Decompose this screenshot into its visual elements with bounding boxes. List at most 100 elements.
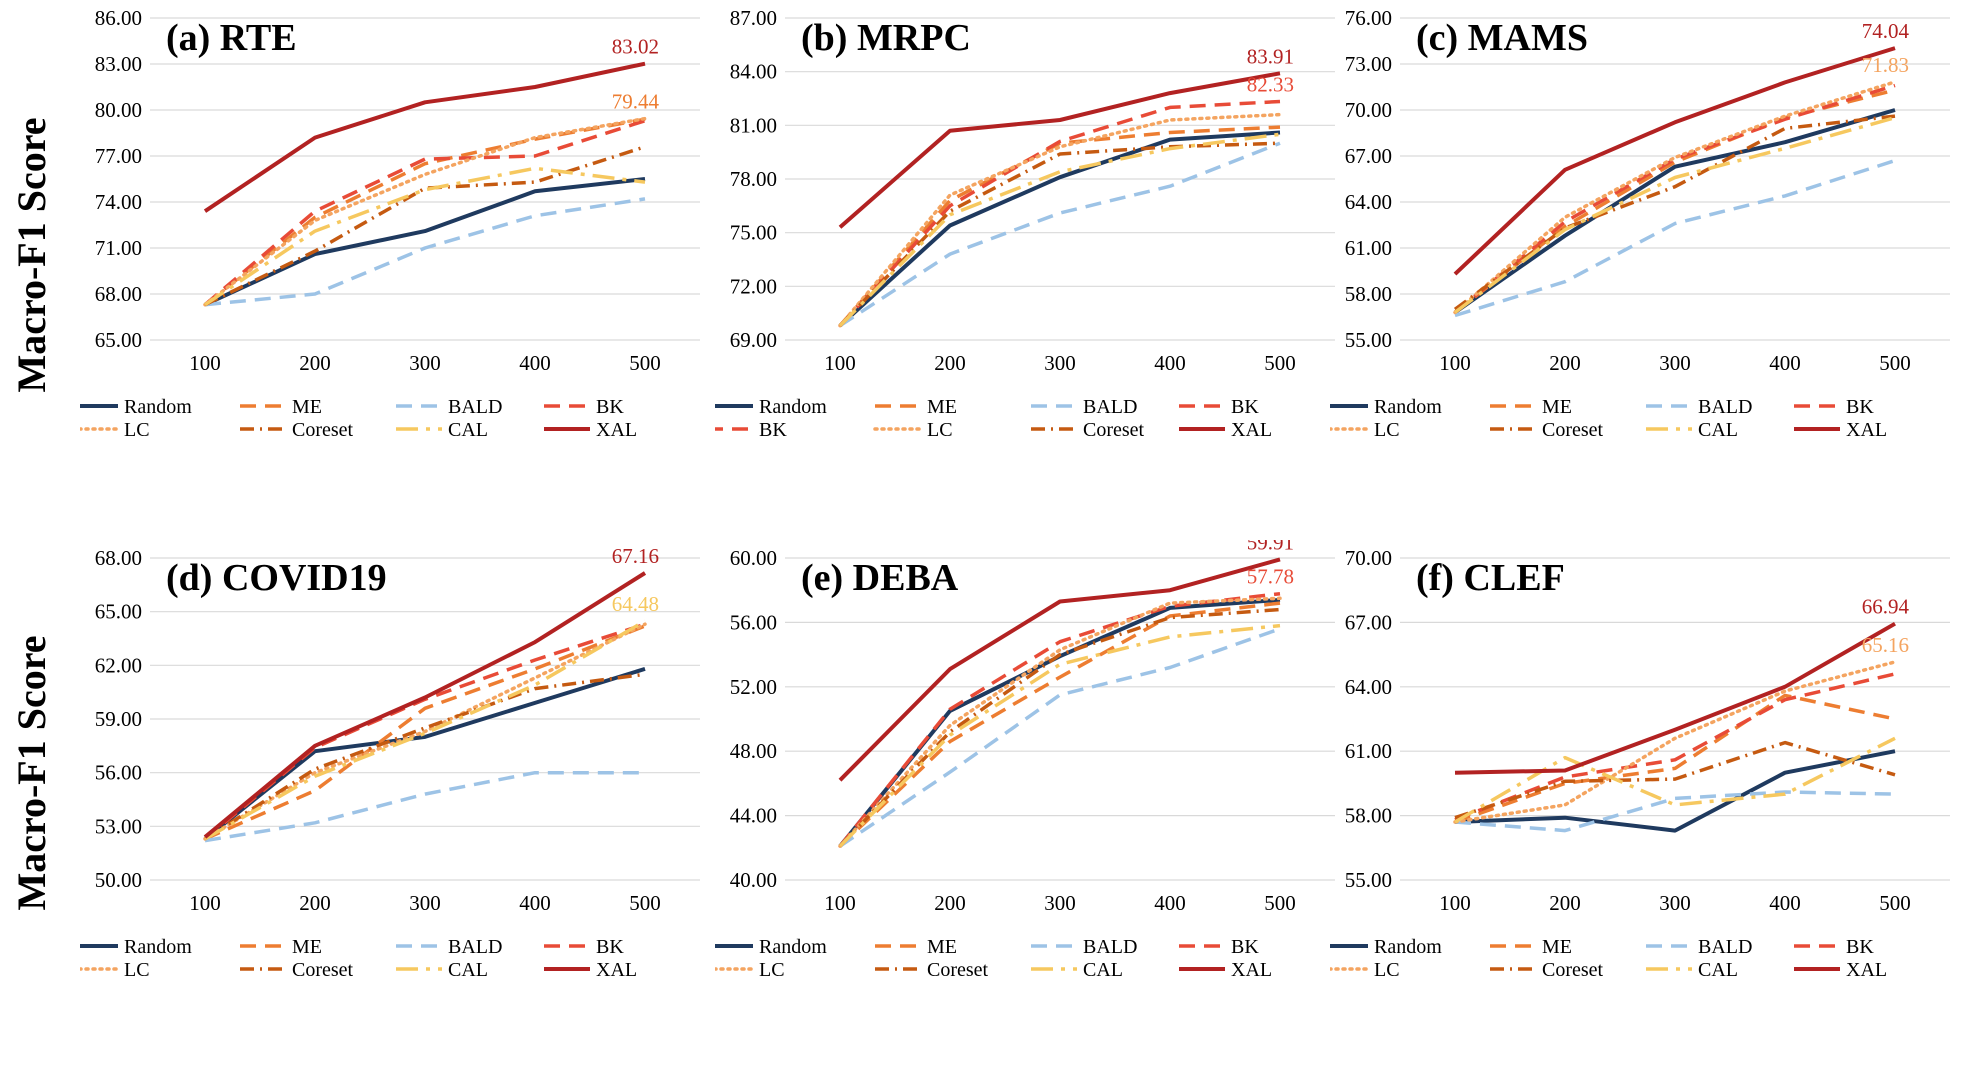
y-tick-label: 72.00	[730, 274, 777, 298]
series-line-random	[838, 597, 1281, 848]
x-tick-label: 100	[189, 351, 221, 375]
x-tick-label: 300	[409, 351, 441, 375]
series-line-bk	[1453, 83, 1896, 314]
legend-label-bk: BK	[1231, 396, 1259, 418]
legend-label-cal: CAL	[1698, 419, 1738, 441]
chart-panel-c: 55.00 58.00 61.00 64.00 67.00 70.00 73.00 76.00…	[1330, 0, 1970, 538]
line-chart: 40.00 44.00 48.00 52.00 56.00 60.00 100 200 300 4…	[715, 540, 1335, 981]
x-tick-label: 300	[1659, 891, 1691, 915]
y-tick-label: 55.00	[1345, 328, 1392, 352]
y-axis-label-top: Macro-F1 Score	[9, 117, 54, 393]
x-tick-label: 300	[1044, 891, 1076, 915]
chart-title: (d) COVID19	[166, 557, 387, 599]
series-line-bald	[204, 770, 645, 843]
y-tick-label: 78.00	[730, 167, 777, 191]
y-tick-label: 68.00	[95, 546, 142, 570]
y-tick-label: 56.00	[95, 761, 142, 785]
x-tick-label: 100	[1439, 351, 1471, 375]
legend-label-random: Random	[1374, 396, 1442, 418]
y-tick-label: 61.00	[1345, 739, 1392, 763]
legend-label-lc: LC	[124, 419, 150, 441]
legend-label-bald: BALD	[448, 936, 502, 958]
chart-panel-a: 65.00 68.00 71.00 74.00 77.00 80.00 83.00 86.00…	[80, 0, 720, 538]
legend-label-bald: BALD	[1083, 396, 1137, 418]
y-tick-label: 84.00	[730, 60, 777, 84]
y-tick-label: 52.00	[730, 675, 777, 699]
legend-label-xal: XAL	[1231, 419, 1272, 441]
legend-label-cal: CAL	[1698, 959, 1738, 981]
chart-panel-e: 40.00 44.00 48.00 52.00 56.00 60.00 100 200 300 4…	[715, 540, 1355, 1078]
legend-label-random: Random	[124, 936, 192, 958]
series-line-random	[1454, 749, 1896, 833]
y-tick-label: 71.00	[95, 236, 142, 260]
x-tick-label: 200	[934, 351, 966, 375]
legend-label-coreset: Coreset	[927, 959, 989, 981]
data-label: 83.91	[1247, 44, 1294, 68]
data-label: 79.44	[612, 90, 660, 114]
legend-label-coreset: Coreset	[292, 959, 354, 981]
y-tick-label: 58.00	[1345, 282, 1392, 306]
y-tick-label: 44.00	[730, 804, 777, 828]
legend-label-bk: BK	[596, 936, 624, 958]
y-tick-label: 58.00	[1345, 804, 1392, 828]
x-tick-label: 500	[1264, 891, 1296, 915]
series-line-coreset	[204, 672, 646, 841]
y-tick-label: 56.00	[730, 610, 777, 634]
x-tick-label: 400	[1154, 891, 1186, 915]
chart-panel-f: 55.00 58.00 61.00 64.00 67.00 70.00 100 200 300 4…	[1330, 540, 1970, 1078]
series-line-cal	[204, 619, 646, 841]
y-tick-label: 70.00	[1345, 98, 1392, 122]
series-line-xal	[838, 71, 1281, 229]
legend-label-xal: XAL	[596, 419, 637, 441]
legend-label-random: Random	[759, 936, 827, 958]
legend-label-random: Random	[759, 396, 827, 418]
legend-label-bald: BALD	[1083, 936, 1137, 958]
x-tick-label: 200	[299, 351, 331, 375]
series-line-coreset	[204, 145, 646, 307]
y-tick-label: 50.00	[95, 868, 142, 892]
legend-label-bald: BALD	[448, 396, 502, 418]
data-label: 59.91	[1247, 540, 1294, 554]
legend-label-me: ME	[292, 936, 322, 958]
y-tick-label: 81.00	[730, 113, 777, 137]
series-line-me	[838, 601, 1281, 848]
series-line-xal	[1454, 621, 1896, 775]
data-label: 82.33	[1247, 73, 1294, 97]
legend-label-bk: BK	[1846, 396, 1874, 418]
y-tick-label: 64.00	[1345, 675, 1392, 699]
series-line-xal	[1453, 46, 1896, 276]
x-tick-label: 300	[409, 891, 441, 915]
series-line-lc	[838, 596, 1282, 848]
series-line-random	[1453, 108, 1896, 315]
chart-title: (c) MAMS	[1416, 17, 1588, 59]
series-line-cal	[838, 623, 1281, 848]
x-tick-label: 400	[519, 351, 551, 375]
y-tick-label: 73.00	[1345, 52, 1392, 76]
series-line-lc	[1453, 660, 1897, 824]
legend-label-random: Random	[1374, 936, 1442, 958]
y-tick-label: 70.00	[1345, 546, 1392, 570]
y-tick-label: 87.00	[730, 6, 777, 30]
legend-label-me: ME	[927, 936, 957, 958]
x-tick-label: 400	[1769, 891, 1801, 915]
series-line-cal	[1453, 116, 1896, 314]
chart-panel-d: 50.00 53.00 56.00 59.00 62.00 65.00 68.00 100 20…	[80, 540, 720, 1078]
y-tick-label: 77.00	[95, 144, 142, 168]
series-line-bk	[838, 99, 1281, 327]
chart-title: (e) DEBA	[801, 557, 959, 599]
legend-label-lc: LC	[1374, 419, 1400, 441]
series-line-bald	[1454, 158, 1896, 318]
x-tick-label: 100	[189, 891, 221, 915]
x-tick-label: 100	[1439, 891, 1471, 915]
series-line-xal	[203, 571, 647, 839]
x-tick-label: 200	[299, 891, 331, 915]
series-line-cal	[1454, 736, 1896, 824]
chart-title: (a) RTE	[166, 17, 297, 59]
chart-title: (f) CLEF	[1416, 557, 1565, 599]
legend-label-me: ME	[1542, 936, 1572, 958]
x-tick-label: 300	[1044, 351, 1076, 375]
y-tick-label: 62.00	[95, 653, 142, 677]
y-tick-label: 48.00	[730, 739, 777, 763]
series-line-random	[838, 130, 1281, 328]
series-line-bald	[204, 197, 646, 307]
